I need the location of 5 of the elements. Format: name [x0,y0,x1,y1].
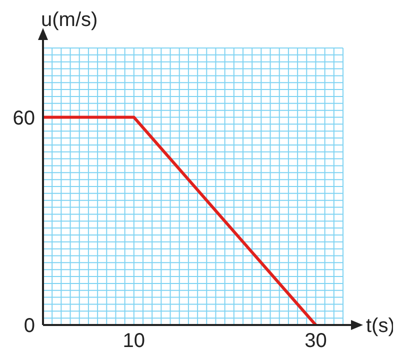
y-tick-label: 0 [24,315,35,338]
y-axis-title: u(m/s) [41,9,98,31]
y-tick-label: 60 [12,107,35,130]
x-tick-label: 30 [304,330,327,352]
x-tick-label: 10 [122,330,146,352]
